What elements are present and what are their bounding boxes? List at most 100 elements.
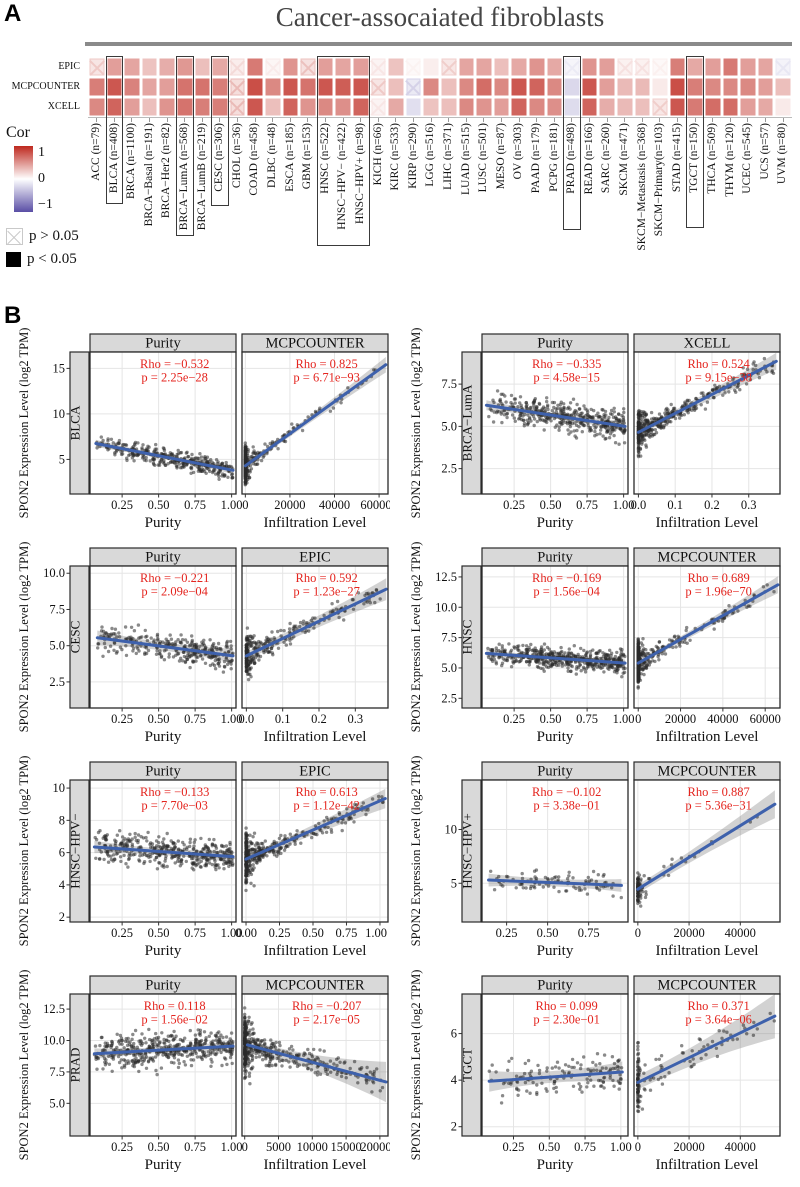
heatmap-cell — [264, 97, 282, 117]
x-tick-label: 0.25 — [503, 712, 525, 726]
x-axis-title: Purity — [145, 515, 182, 531]
y-tick-label: 2.5 — [49, 675, 65, 689]
heatmap-column-label: THYM (n=120) — [722, 123, 740, 295]
x-tick-label: 0.50 — [540, 498, 562, 512]
x-tick-label: 0 — [242, 498, 248, 512]
heatmap-column-label: PAAD (n=179) — [528, 123, 546, 295]
x-tick-label: 0 — [635, 1140, 641, 1154]
x-tick-label: 0.50 — [148, 712, 170, 726]
x-axis-title: Infiltration Level — [656, 729, 759, 745]
x-tick-label: 0.00 — [235, 926, 257, 940]
heatmap-column-label: UCEC (n=545) — [739, 123, 757, 295]
x-tick-label: 0.25 — [269, 926, 291, 940]
p-value-annotation: p = 1.56e−02 — [141, 1013, 208, 1027]
scatter-group-svg: SPON2 Expression Level (log2 TPM)2.55.07… — [16, 542, 390, 754]
heatmap-cell — [757, 57, 775, 77]
rho-annotation: Rho = −0.169 — [532, 571, 601, 585]
x-tick-label: 40000 — [725, 1140, 756, 1154]
panel-header-label: Purity — [537, 550, 573, 566]
x-tick-label: 1.00 — [221, 498, 243, 512]
heatmap-cell — [123, 77, 141, 97]
heatmap-cell — [739, 57, 757, 77]
heatmap-title: Cancer-assocaiated fibroblasts — [90, 2, 790, 33]
y-tick-label: 10.0 — [43, 566, 65, 580]
x-axis-title: Purity — [537, 729, 574, 745]
heatmap-cell — [651, 57, 669, 77]
heatmap-cell — [422, 57, 440, 77]
heatmap-cell — [141, 57, 159, 77]
x-tick-label: 15000 — [330, 1140, 361, 1154]
rho-annotation: Rho = −0.532 — [140, 357, 209, 371]
highlight-box — [686, 56, 704, 228]
heatmap-column-label: LGG (n=516) — [422, 123, 440, 295]
x-tick-label: 0.25 — [111, 926, 133, 940]
y-tick-label: 15 — [53, 361, 66, 375]
heatmap-column-label: STAD (n=415) — [669, 123, 687, 295]
x-tick-label: 0.25 — [111, 498, 133, 512]
heatmap-cell — [528, 57, 546, 77]
x-tick-label: 1.00 — [365, 926, 387, 940]
heatmap-cell — [634, 57, 652, 77]
heatmap-cell — [88, 57, 106, 77]
heatmap-column-label: LUSC (n=501) — [475, 123, 493, 295]
panel-a-letter: A — [4, 0, 21, 28]
y-tick-label: 4 — [451, 1073, 458, 1087]
x-tick-label: 0.3 — [741, 498, 757, 512]
panel-header-label: Purity — [145, 764, 181, 780]
panel-header-label: Purity — [145, 336, 181, 352]
rho-annotation: Rho = 0.592 — [296, 571, 358, 585]
p-lt-label: p < 0.05 — [27, 251, 77, 268]
heatmap-cell — [774, 57, 792, 77]
y-tick-label: 5.0 — [49, 1096, 65, 1110]
heatmap-cell — [229, 97, 247, 117]
x-tick-label: 0.75 — [184, 712, 206, 726]
row-label-epic: EPIC — [0, 57, 85, 77]
heatmap-column-label: DLBC (n=48) — [264, 123, 282, 295]
x-tick-label: 0 — [242, 1140, 248, 1154]
heatmap-cell — [405, 77, 423, 97]
heatmap-cell — [581, 57, 599, 77]
heatmap-cell — [440, 57, 458, 77]
p-gt-label: p > 0.05 — [29, 228, 79, 245]
scatter-group-svg: SPON2 Expression Level (log2 TPM)246TGCT… — [408, 970, 782, 1182]
panel-header-label: Purity — [537, 336, 573, 352]
scatter-group-svg: SPON2 Expression Level (log2 TPM)51015BL… — [16, 328, 390, 540]
panel-a-heatmap-section: A Cancer-assocaiated fibroblasts EPIC MC… — [0, 0, 800, 300]
heatmap-cell — [194, 57, 212, 77]
heatmap-column-label: OV (n=303) — [510, 123, 528, 295]
panel-header-label: MCPCOUNTER — [657, 764, 756, 780]
heatmap-cell — [598, 57, 616, 77]
x-axis-title: Infiltration Level — [264, 943, 367, 959]
y-tick-label: 10.0 — [43, 1033, 65, 1047]
heatmap-cell — [246, 77, 264, 97]
p-value-annotation: p = 9.15e−38 — [685, 371, 752, 385]
x-tick-label: 40000 — [319, 498, 350, 512]
rho-annotation: Rho = 0.825 — [296, 357, 358, 371]
heatmap-cell — [458, 77, 476, 97]
rho-annotation: Rho = −0.335 — [532, 357, 601, 371]
heatmap-cell — [616, 57, 634, 77]
p-value-annotation: p = 7.70e−03 — [141, 799, 208, 813]
x-tick-label: 0.2 — [704, 498, 720, 512]
x-tick-label: 0.50 — [302, 926, 324, 940]
heatmap-column-label: GBM (n=153) — [299, 123, 317, 295]
heatmap-column-label: MESO (n=87) — [493, 123, 511, 295]
x-tick-label: 0.75 — [576, 712, 598, 726]
x-tick-label: 0.1 — [667, 498, 683, 512]
heatmap-area: ACC (n=79)BLCA (n=408)BRCA (n=1100)BRCA−… — [88, 57, 792, 295]
heatmap-cell — [422, 97, 440, 117]
heatmap-cell — [387, 97, 405, 117]
x-tick-label: 40000 — [725, 926, 756, 940]
x-tick-label: 0.0 — [239, 712, 255, 726]
heatmap-cell — [669, 97, 687, 117]
scatter-group-svg: SPON2 Expression Level (log2 TPM)5.07.51… — [16, 970, 390, 1182]
facet-strip-label: TGCT — [460, 1048, 475, 1082]
heatmap-column-label: BRCA−Her2 (n=82) — [158, 123, 176, 295]
heatmap-cell — [422, 77, 440, 97]
heatmap-column-label: SKCM−Metastasis (n=368) — [634, 123, 652, 295]
x-tick-label: 0.50 — [538, 1140, 560, 1154]
x-tick-label: 20000 — [673, 926, 704, 940]
p-gt-0.05-swatch-icon — [6, 228, 23, 245]
